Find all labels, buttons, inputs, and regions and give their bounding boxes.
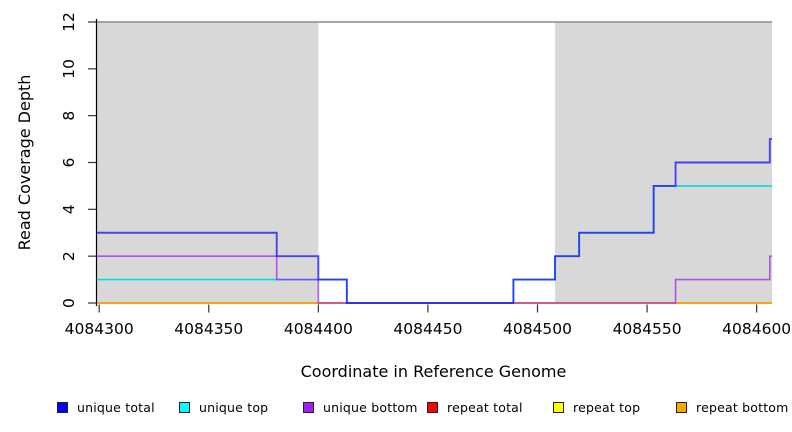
y-tick-label: 6 [60, 158, 78, 168]
series-line-unique-total [97, 138, 772, 304]
x-tick-label: 4084350 [174, 320, 243, 338]
x-tick-label: 4084500 [503, 320, 572, 338]
x-tick-label: 4084550 [613, 320, 682, 338]
y-tick-label: 12 [60, 12, 78, 32]
x-tick-label: 4084400 [284, 320, 353, 338]
y-tick-label: 0 [60, 298, 78, 308]
y-tick-label: 4 [60, 204, 78, 214]
shaded-region [97, 22, 319, 303]
x-tick-label: 4084600 [722, 320, 791, 338]
y-axis-title: Read Coverage Depth [15, 75, 34, 251]
y-tick-label: 10 [60, 59, 78, 79]
y-tick-label: 2 [60, 251, 78, 261]
y-tick-label: 8 [60, 111, 78, 121]
x-axis-title: Coordinate in Reference Genome [301, 362, 567, 381]
x-tick-label: 4084300 [65, 320, 134, 338]
x-tick-label: 4084450 [393, 320, 462, 338]
